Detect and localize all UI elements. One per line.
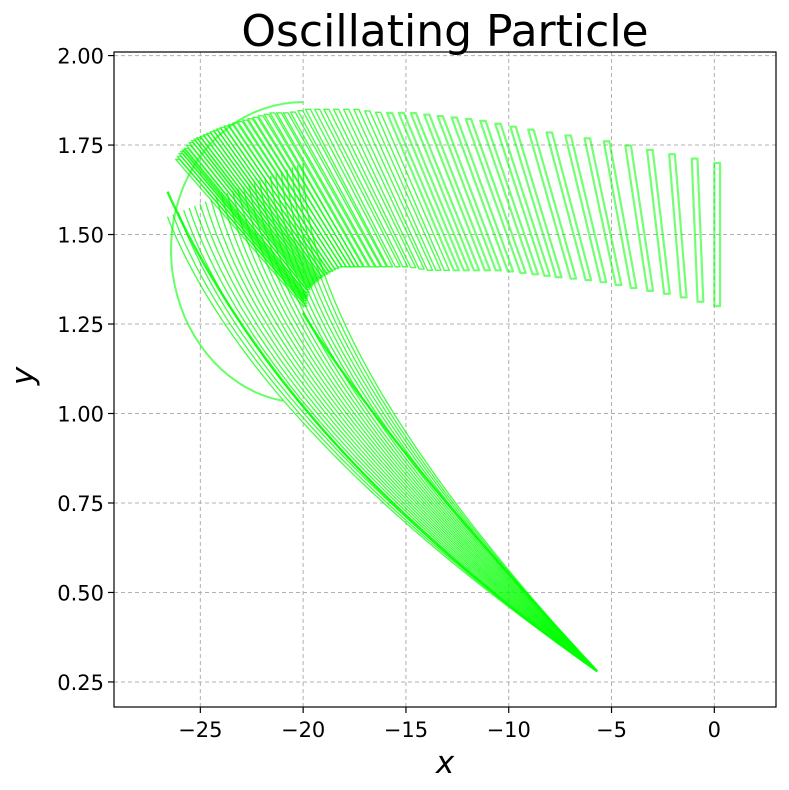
trajectory-tail-strand <box>199 203 598 672</box>
trajectory-loop <box>332 108 417 269</box>
trajectory-loop <box>364 110 442 272</box>
trajectory-tail-upper <box>302 312 598 673</box>
x-tick-label: −5 <box>596 718 627 742</box>
trajectory-loop <box>385 111 460 272</box>
trajectory-loop <box>237 120 340 270</box>
trajectory-loop <box>304 108 394 268</box>
trajectory-tail-strand <box>226 192 598 672</box>
trajectory-tail-strand <box>248 184 598 672</box>
trajectory-tail-strand <box>166 216 598 672</box>
trajectory-loop <box>314 108 401 268</box>
y-tick-label: 1.75 <box>57 134 104 158</box>
trajectory-loop <box>282 112 376 268</box>
trajectory-tail-strand <box>280 171 598 672</box>
trajectory-tail-strand <box>221 195 598 672</box>
plot-frame <box>113 51 777 708</box>
x-tick-label: 0 <box>708 718 721 742</box>
trajectory-loop <box>323 108 409 268</box>
x-tick-label: −15 <box>384 718 428 742</box>
trajectory-tail-strand <box>297 165 598 672</box>
trajectory-loop <box>602 140 638 290</box>
trajectory-loop <box>545 131 593 282</box>
y-tick-label: 1.25 <box>57 313 104 337</box>
trajectory-loop <box>275 112 370 268</box>
trajectory-loop <box>645 148 671 295</box>
trajectory-loop <box>564 134 608 284</box>
trajectory-loop <box>624 144 655 292</box>
trajectory-loop <box>297 109 388 268</box>
x-axis-label: x <box>435 745 455 781</box>
y-tick-label: 0.75 <box>57 492 104 516</box>
x-tick-label: −20 <box>281 718 325 742</box>
trajectory-loop <box>397 111 471 272</box>
trajectory-loop <box>269 112 364 268</box>
trajectory-tail-strand <box>210 199 598 672</box>
trajectory-loop <box>436 114 503 272</box>
trajectory-loop <box>668 153 688 299</box>
trajectory-envelope <box>170 101 304 402</box>
trajectory-loop <box>583 137 623 287</box>
chart-title: Oscillating Particle <box>241 6 648 57</box>
trajectory-loop <box>450 116 515 273</box>
trajectory-tail-strand <box>231 190 598 672</box>
trajectory-tail-strand <box>204 201 598 672</box>
trajectory-loop <box>494 122 551 277</box>
trajectory <box>166 101 722 673</box>
y-tick-label: 0.50 <box>57 581 104 605</box>
trajectory-tail-strand <box>188 207 598 672</box>
trajectory-loop <box>690 157 705 303</box>
y-tick-label: 1.00 <box>57 403 104 427</box>
trajectory-loop <box>479 119 540 276</box>
trajectory-loop <box>409 112 481 272</box>
trajectory-loop <box>353 108 434 272</box>
grid <box>114 52 776 707</box>
x-axis: −25 −20 −15 −10 −5 0 <box>178 707 721 742</box>
trajectory-tail-strand <box>259 180 598 672</box>
trajectory-tail-strand <box>242 186 598 672</box>
x-tick-label: −10 <box>487 718 531 742</box>
trajectory-loop <box>289 111 382 268</box>
trajectory-loop <box>247 118 347 268</box>
trajectory-loop <box>343 108 425 270</box>
y-tick-label: 2.00 <box>57 45 104 69</box>
trajectory-loop <box>527 128 578 280</box>
trajectory-loop <box>713 161 722 308</box>
trajectory-loop <box>423 113 492 272</box>
trajectory-loop <box>257 115 356 268</box>
trajectory-tail-strand <box>253 182 598 672</box>
trajectory-loop <box>374 111 451 272</box>
y-tick-label: 0.25 <box>57 671 104 695</box>
trajectory-tail-strand <box>237 188 598 672</box>
trajectory-loop <box>242 119 343 268</box>
trajectory-loop <box>252 116 352 268</box>
y-axis: 0.25 0.50 0.75 1.00 1.25 1.50 1.75 2.00 <box>57 45 114 695</box>
trajectory-loop <box>263 113 360 268</box>
y-axis-label: y <box>5 366 41 386</box>
trajectory-tail-strand <box>193 205 598 672</box>
trajectory-loop <box>464 117 527 274</box>
trajectory-tail-lower <box>166 191 598 673</box>
trajectory-tail-strand <box>264 177 598 672</box>
trajectory-loop <box>509 125 563 279</box>
trajectory-tail-strand <box>302 162 598 672</box>
trajectory-tail-strand <box>215 197 598 672</box>
trajectory-tail-strand <box>275 173 598 672</box>
x-tick-label: −25 <box>178 718 222 742</box>
y-tick-label: 1.50 <box>57 224 104 248</box>
